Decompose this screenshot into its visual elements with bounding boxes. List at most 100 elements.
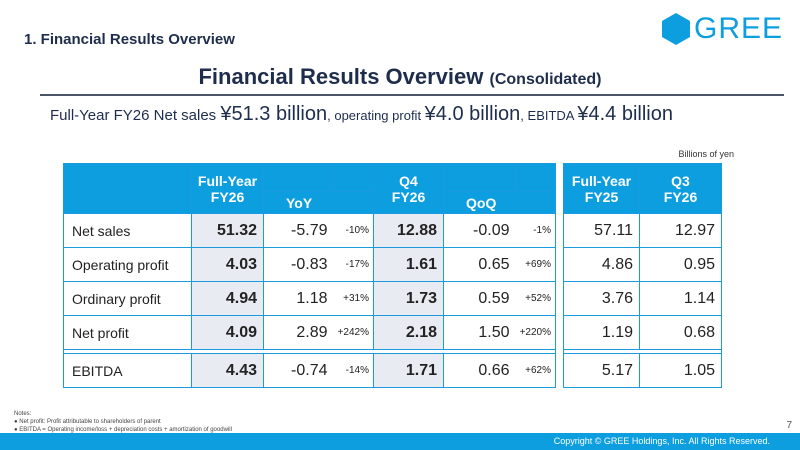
footnotes: Notes: ● Net profit: Profit attributable… — [14, 410, 232, 434]
logo-text: GREE — [694, 12, 784, 45]
cell-qoq: 0.65 — [443, 247, 516, 282]
row-label: Ordinary profit — [63, 281, 192, 316]
header-row-bottom: YoY QoQ — [64, 191, 722, 214]
cell-qoq-pct: +69% — [515, 247, 556, 282]
header-q3-line1: Q3 — [671, 172, 690, 189]
unit-note: Billions of yen — [678, 149, 734, 159]
headline-operating-profit: ¥4.0 billion — [424, 103, 521, 125]
cell-yoy-pct: -10% — [333, 213, 374, 248]
row-label: Net sales — [63, 213, 192, 248]
copyright-text: Copyright © GREE Holdings, Inc. All Righ… — [553, 436, 770, 446]
header-yoy: YoY — [263, 191, 374, 214]
cell-yoy-pct: -17% — [333, 247, 374, 282]
cell-yoy: 1.18 — [263, 281, 334, 316]
header-fy26-line1: Full-Year — [197, 172, 258, 189]
header-yoy-top — [263, 163, 334, 192]
page-number: 7 — [786, 420, 792, 431]
cell-qoq-pct: -1% — [515, 213, 556, 248]
headline-part-3: , EBITDA — [520, 108, 578, 123]
header-q4-line1: Q4 — [399, 172, 418, 189]
cell-q3: 12.97 — [639, 213, 722, 248]
headline-part-2: , operating profit — [327, 108, 425, 123]
financial-table: Full-Year FY26 Q4 FY26 Full-Year FY25 Q3… — [63, 163, 722, 388]
header-fy26: Full-Year FY26 — [191, 163, 264, 214]
page-title: Financial Results Overview (Consolidated… — [0, 64, 800, 90]
cell-q3: 0.68 — [639, 315, 722, 350]
cell-fy25: 4.86 — [563, 247, 640, 282]
column-gap — [555, 163, 564, 214]
header-qoq-top — [443, 163, 516, 192]
header-q3-line2: FY26 — [663, 188, 698, 205]
header-qoq: QoQ — [443, 191, 556, 214]
cell-q3: 0.95 — [639, 247, 722, 282]
cell-qoq: -0.09 — [443, 213, 516, 248]
cell-fy26: 4.94 — [191, 281, 264, 316]
headline-part-1: Full-Year FY26 Net sales — [50, 107, 221, 124]
column-gap — [555, 353, 564, 388]
cell-fy25: 3.76 — [563, 281, 640, 316]
cell-q3: 1.14 — [639, 281, 722, 316]
cell-q4: 1.73 — [373, 281, 444, 316]
section-title: 1. Financial Results Overview — [24, 31, 235, 48]
cell-yoy-pct: -14% — [333, 353, 374, 388]
table-row-net-sales: Net sales 51.32 -5.79 -10% 12.88 -0.09 -… — [63, 213, 722, 248]
cell-yoy: -5.79 — [263, 213, 334, 248]
header-fy25-line2: FY25 — [584, 188, 619, 205]
row-label: Net profit — [63, 315, 192, 350]
header-q3: Q3 FY26 — [639, 163, 722, 214]
column-gap — [555, 349, 564, 354]
footer-bar: Copyright © GREE Holdings, Inc. All Righ… — [0, 433, 800, 450]
cell-yoy-pct: +242% — [333, 315, 374, 350]
cell-yoy: 2.89 — [263, 315, 334, 350]
cell-fy26: 4.03 — [191, 247, 264, 282]
header-row-top: Full-Year FY26 Q4 FY26 Full-Year FY25 Q3… — [63, 163, 722, 214]
headline-ebitda: ¥4.4 billion — [577, 103, 673, 125]
hexagon-logo-icon — [662, 13, 690, 45]
gree-logo: GREE — [662, 13, 783, 45]
cell-yoy: -0.83 — [263, 247, 334, 282]
header-qoq-pct-top — [515, 163, 556, 192]
header-fy25-line1: Full-Year — [571, 172, 632, 189]
cell-fy26: 51.32 — [191, 213, 264, 248]
cell-qoq: 0.66 — [443, 353, 516, 388]
row-label: EBITDA — [63, 353, 192, 388]
column-gap — [555, 315, 564, 350]
cell-qoq-pct: +62% — [515, 353, 556, 388]
cell-fy25: 57.11 — [563, 213, 640, 248]
headline-net-sales: ¥51.3 billion — [220, 103, 328, 125]
page-title-sub: (Consolidated) — [489, 71, 602, 88]
cell-yoy-pct: +31% — [333, 281, 374, 316]
cell-fy25: 5.17 — [563, 353, 640, 388]
note-item: ● Net profit: Profit attributable to sha… — [14, 419, 161, 425]
cell-qoq: 1.50 — [443, 315, 516, 350]
cell-yoy: -0.74 — [263, 353, 334, 388]
cell-q4: 1.61 — [373, 247, 444, 282]
cell-q4: 12.88 — [373, 213, 444, 248]
table-row-ebitda: EBITDA 4.43 -0.74 -14% 1.71 0.66 +62% 5.… — [63, 353, 722, 388]
header-fy25: Full-Year FY25 — [563, 163, 640, 214]
cell-fy26: 4.43 — [191, 353, 264, 388]
page-title-main: Financial Results Overview — [198, 64, 484, 89]
column-gap — [555, 281, 564, 316]
cell-qoq-pct: +52% — [515, 281, 556, 316]
note-item: ● EBITDA = Operating income/loss + depre… — [14, 427, 232, 433]
notes-heading: Notes: — [14, 411, 32, 417]
cell-q4: 2.18 — [373, 315, 444, 350]
cell-fy26: 4.09 — [191, 315, 264, 350]
cell-fy25: 1.19 — [563, 315, 640, 350]
column-gap — [555, 213, 564, 248]
cell-q3: 1.05 — [639, 353, 722, 388]
column-gap — [555, 247, 564, 282]
table-row-operating-profit: Operating profit 4.03 -0.83 -17% 1.61 0.… — [63, 247, 722, 282]
header-q4: Q4 FY26 — [373, 163, 444, 214]
cell-qoq: 0.59 — [443, 281, 516, 316]
header-empty — [63, 163, 192, 214]
title-divider — [40, 94, 784, 96]
headline-summary: Full-Year FY26 Net sales ¥51.3 billion, … — [50, 103, 673, 126]
table-row-net-profit: Net profit 4.09 2.89 +242% 2.18 1.50 +22… — [63, 315, 722, 350]
cell-qoq-pct: +220% — [515, 315, 556, 350]
note-text: Net profit: Profit attributable to share… — [19, 419, 161, 425]
cell-q4: 1.71 — [373, 353, 444, 388]
header-fy26-line2: FY26 — [210, 188, 245, 205]
header-yoy-pct-top — [333, 163, 374, 192]
